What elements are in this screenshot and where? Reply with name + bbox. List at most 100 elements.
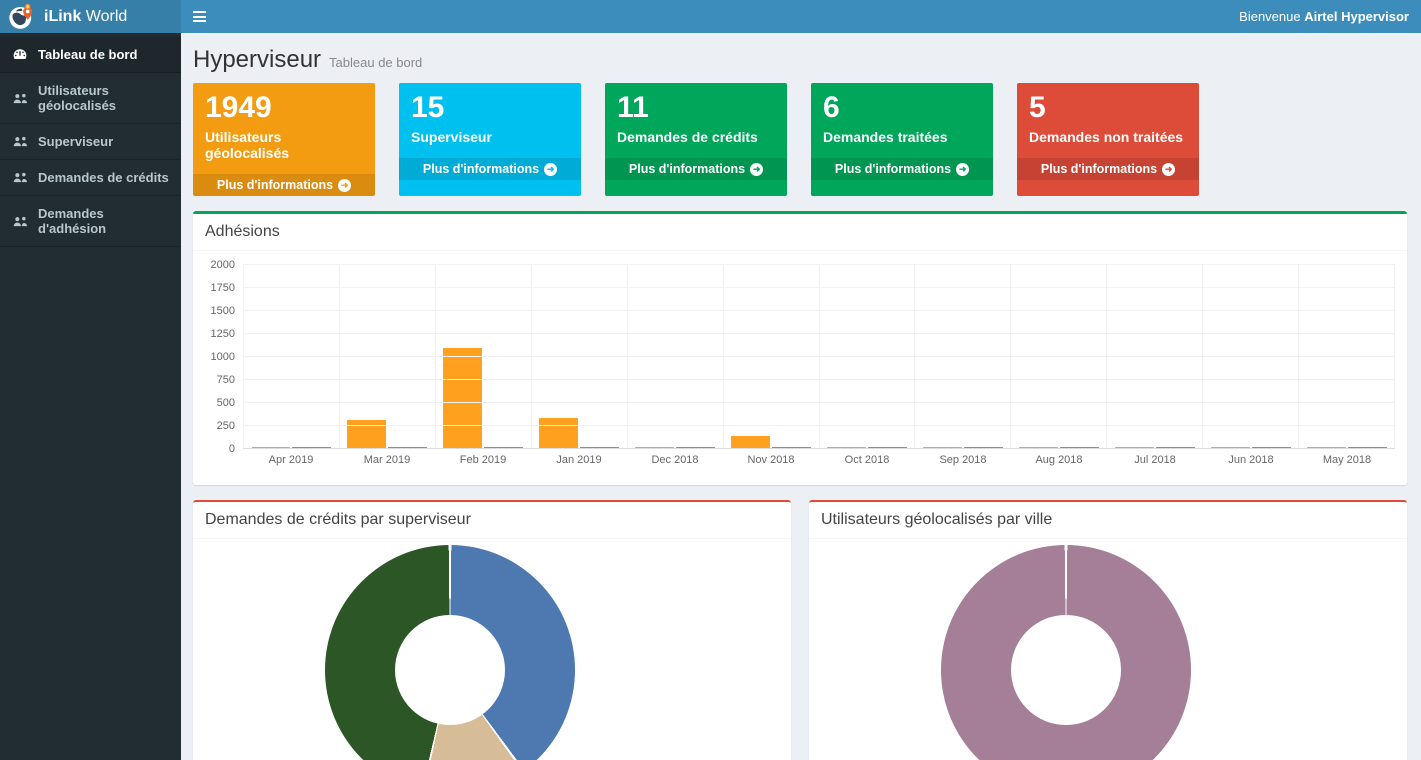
arrow-circle-right-icon: ➜ <box>1162 162 1176 176</box>
x-axis-tick-label: Aug 2018 <box>1035 454 1083 466</box>
y-axis-tick-label: 1000 <box>210 351 235 363</box>
users-icon <box>13 214 29 228</box>
sidebar-item-geolocated-users[interactable]: Utilisateurs géolocalisés <box>0 73 181 124</box>
stat-value: 1949 <box>205 91 272 124</box>
card-title: Adhésions <box>193 214 1407 251</box>
welcome-text: Bienvenue Airtel Hypervisor <box>1239 9 1409 24</box>
donut-hole <box>395 615 505 725</box>
bar-group <box>914 265 1010 449</box>
sidebar-item-label: Demandes d'adhésion <box>38 206 107 236</box>
users-by-city-donut-chart <box>941 545 1191 760</box>
stat-box-unprocessed-requests: 5 Demandes non traitées Plus d'information… <box>1017 83 1199 196</box>
gridline <box>243 402 1395 403</box>
bar <box>539 417 579 449</box>
stat-footer-label: Plus d'informations <box>834 162 952 176</box>
stat-footer-label: Plus d'informations <box>422 162 540 176</box>
sidebar-item-label: Utilisateurs géolocalisés <box>38 83 117 113</box>
gridline <box>243 425 1395 426</box>
x-axis-tick-label: Nov 2018 <box>747 454 795 466</box>
x-axis-tick-label: Apr 2019 <box>268 454 314 466</box>
stat-footer-label: Plus d'informations <box>628 162 746 176</box>
card-title: Demandes de crédits par superviseur <box>193 502 791 539</box>
globe-pin-icon: $ <box>8 3 36 31</box>
stat-value: 6 <box>823 91 840 124</box>
x-axis: Apr 2019 Mar 2019 Feb 2019 Jan 2019 Dec 2018… <box>243 454 1395 466</box>
stat-box-geolocated-users: 1949 Utilisateurs géolocalisés Plus d'info… <box>193 83 375 196</box>
brand-text: iLink World <box>44 7 128 25</box>
stat-box-row: 1949 Utilisateurs géolocalisés Plus d'info… <box>193 83 1407 196</box>
menu-toggle-button[interactable] <box>181 0 217 33</box>
x-axis-tick-label: Jun 2018 <box>1228 454 1274 466</box>
donut-hole <box>1011 615 1121 725</box>
bar-groups <box>243 265 1396 449</box>
gridline <box>243 356 1395 357</box>
content-header: Hyperviseur Tableau de bord <box>181 33 1421 79</box>
arrow-circle-right-icon: ➜ <box>956 162 970 176</box>
y-axis-tick-label: 250 <box>216 420 235 432</box>
gridline <box>243 264 1395 265</box>
stat-box-supervisor: 15 Superviseur Plus d'informations ➜ <box>399 83 581 196</box>
x-axis-tick-label: Mar 2019 <box>363 454 411 466</box>
credits-by-supervisor-card: Demandes de crédits par superviseur <box>193 500 791 760</box>
stat-footer-link-processed-requests[interactable]: Plus d'informations ➜ <box>811 158 993 180</box>
adhesions-bar-chart: 0 250 500 750 1000 1250 1500 1750 2000 Apr 2019 M… <box>203 259 1397 475</box>
sidebar-item-membership-requests[interactable]: Demandes d'adhésion <box>0 196 181 247</box>
bar-group <box>1298 265 1396 449</box>
gridline <box>243 310 1395 311</box>
users-icon <box>13 171 29 185</box>
bar-group <box>338 265 435 449</box>
y-axis: 0 250 500 750 1000 1250 1500 1750 2000 <box>203 259 235 455</box>
arrow-circle-right-icon: ➜ <box>544 162 558 176</box>
sidebar-item-label: Tableau de bord <box>38 47 138 62</box>
bar <box>443 347 483 449</box>
stat-footer-label: Plus d'informations <box>216 178 334 192</box>
bar-group <box>818 265 915 449</box>
bar-group <box>530 265 627 449</box>
bar-group <box>1202 265 1298 449</box>
bar-group <box>626 265 723 449</box>
page-subtitle: Tableau de bord <box>329 55 423 70</box>
app-logo[interactable]: $ iLink World <box>0 0 181 33</box>
content: 1949 Utilisateurs géolocalisés Plus d'info… <box>181 79 1421 760</box>
y-axis-tick-label: 0 <box>228 443 235 455</box>
bar-group <box>1010 265 1106 449</box>
y-axis-tick-label: 1250 <box>210 328 235 340</box>
donut-cards-row: Demandes de crédits par superviseur Util… <box>193 485 1407 760</box>
x-axis-tick-label: Oct 2018 <box>844 454 890 466</box>
adhesions-card-body: 0 250 500 750 1000 1250 1500 1750 2000 Apr 2019 M… <box>193 251 1407 485</box>
adhesions-card: Adhésions 0 250 500 750 1000 1250 1500 1750 2000… <box>193 211 1407 485</box>
gridline <box>243 448 1395 449</box>
stat-footer-link-geolocated-users[interactable]: Plus d'informations ➜ <box>193 174 375 196</box>
sidebar-item-supervisor[interactable]: Superviseur <box>0 124 181 160</box>
gridline <box>243 287 1395 288</box>
stat-footer-link-supervisor[interactable]: Plus d'informations ➜ <box>399 158 581 180</box>
hamburger-icon <box>192 11 206 13</box>
sidebar-item-dashboard[interactable]: Tableau de bord <box>0 37 181 73</box>
users-icon <box>13 91 29 105</box>
sidebar-menu: Tableau de bord Utilisateurs géolocalisés… <box>0 37 181 247</box>
x-axis-tick-label: Jan 2019 <box>556 454 602 466</box>
sidebar-item-label: Demandes de crédits <box>38 170 169 185</box>
y-axis-tick-label: 500 <box>216 397 235 409</box>
stat-box-processed-requests: 6 Demandes traitées Plus d'informations ➜ <box>811 83 993 196</box>
x-axis-tick-label: Feb 2019 <box>459 454 507 466</box>
stat-footer-link-unprocessed-requests[interactable]: Plus d'informations ➜ <box>1017 158 1199 180</box>
sidebar-item-credit-requests[interactable]: Demandes de crédits <box>0 160 181 196</box>
sidebar-item-label: Superviseur <box>38 134 114 149</box>
dashboard-icon <box>13 48 29 62</box>
main-header: $ iLink World Bienvenue Airtel Hyperviso… <box>0 0 1421 33</box>
plot-area <box>243 264 1396 449</box>
top-navbar: Bienvenue Airtel Hypervisor <box>181 0 1421 33</box>
stat-value: 11 <box>617 91 649 124</box>
card-title: Utilisateurs géolocalisés par ville <box>809 502 1407 539</box>
sidebar: Tableau de bord Utilisateurs géolocalisés… <box>0 33 181 760</box>
bar-group <box>243 265 339 449</box>
content-wrapper: Hyperviseur Tableau de bord 1949 Utilisate… <box>181 0 1421 760</box>
bar <box>731 436 771 449</box>
y-axis-tick-label: 1750 <box>210 282 235 294</box>
stat-footer-link-credit-requests[interactable]: Plus d'informations ➜ <box>605 158 787 180</box>
x-axis-tick-label: Sep 2018 <box>939 454 987 466</box>
stat-label: Demandes traitées <box>823 129 948 145</box>
x-axis-tick-label: May 2018 <box>1322 454 1372 466</box>
credits-by-supervisor-donut-chart <box>325 545 575 760</box>
